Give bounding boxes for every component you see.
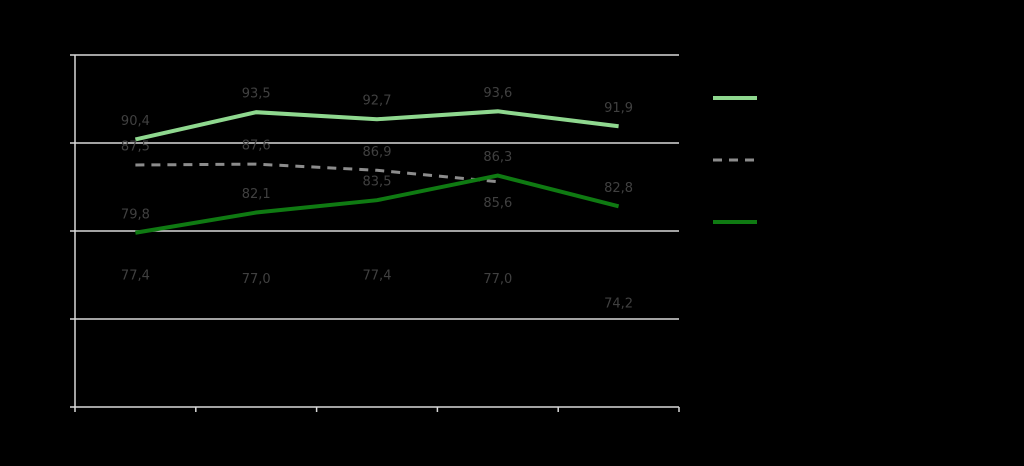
data-label: 87,6	[242, 139, 271, 154]
data-label: 86,3	[483, 150, 512, 165]
series-line	[135, 251, 619, 284]
data-label: 77,0	[483, 272, 512, 287]
data-label: 74,2	[604, 297, 633, 312]
data-label: 90,4	[121, 114, 150, 129]
data-label: 77,0	[242, 272, 271, 287]
data-label: 85,6	[483, 196, 512, 211]
data-label: 91,9	[604, 101, 633, 116]
data-label: 86,9	[363, 145, 392, 160]
series-line	[134, 109, 619, 142]
data-label: 79,8	[121, 207, 150, 222]
data-label: 82,1	[242, 187, 271, 202]
data-label: 83,5	[363, 175, 392, 190]
data-label: 92,7	[363, 94, 392, 109]
data-label: 87,5	[121, 140, 150, 155]
data-label: 77,4	[121, 268, 150, 283]
data-label: 93,6	[483, 86, 512, 101]
series-line	[135, 173, 620, 235]
series-line	[135, 162, 498, 184]
data-label: 82,8	[604, 181, 633, 196]
data-label: 77,4	[363, 268, 392, 283]
data-label: 93,5	[242, 87, 271, 102]
